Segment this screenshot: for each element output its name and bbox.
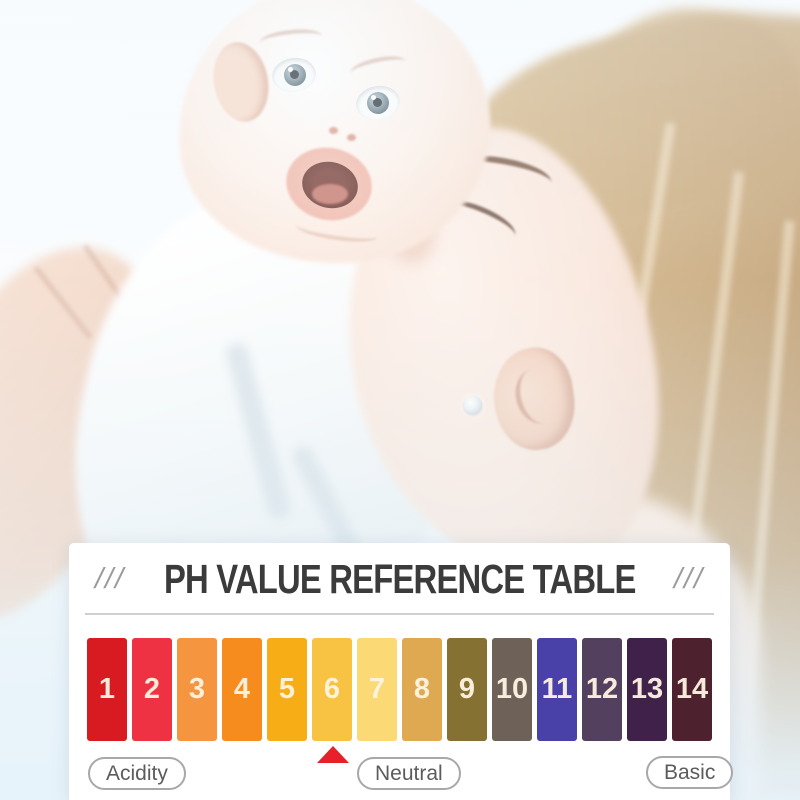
baby-nostril	[329, 127, 338, 134]
ph-swatch-2: 2	[132, 638, 172, 741]
ph-swatch-13: 13	[627, 638, 667, 741]
earring-stud	[464, 396, 482, 414]
panel-header: /// PH VALUE REFERENCE TABLE ///	[69, 557, 730, 601]
ph-swatch-9: 9	[447, 638, 487, 741]
ph-swatch-12: 12	[582, 638, 622, 741]
ph-swatch-1: 1	[87, 638, 127, 741]
slashes-decor-icon: ///	[91, 563, 129, 595]
ph-swatch-5: 5	[267, 638, 307, 741]
ph-swatch-11: 11	[537, 638, 577, 741]
ph-swatch-10: 10	[492, 638, 532, 741]
ph-reference-panel: /// PH VALUE REFERENCE TABLE /// 1 2 3 4…	[69, 543, 734, 800]
ph-swatch-4: 4	[222, 638, 262, 741]
ph-swatch-8: 8	[402, 638, 442, 741]
eye-highlight	[288, 67, 293, 72]
triangle-up-icon	[317, 746, 349, 763]
page-title: PH VALUE REFERENCE TABLE	[163, 556, 636, 602]
neutral-label: Neutral	[357, 757, 461, 790]
basic-label: Basic	[646, 756, 734, 789]
ph-color-scale: 1 2 3 4 5 6 7 8 9 10 11 12 13 14	[87, 638, 712, 741]
slashes-decor-icon: ///	[670, 563, 708, 595]
ph-swatch-7: 7	[357, 638, 397, 741]
eye-highlight	[371, 95, 376, 100]
ph-swatch-14: 14	[672, 638, 712, 741]
baby-nostril	[347, 134, 356, 141]
ph-swatch-6: 6	[312, 638, 352, 741]
baby-tongue	[312, 184, 348, 204]
acidity-label: Acidity	[88, 757, 186, 790]
ph-swatch-3: 3	[177, 638, 217, 741]
header-divider	[85, 613, 714, 615]
